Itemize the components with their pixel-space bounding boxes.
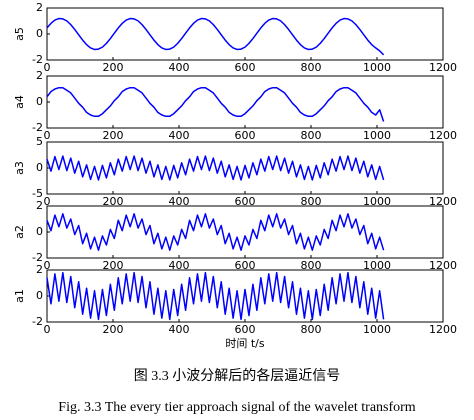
x-tick-label: 1000 (363, 129, 391, 142)
caption-cn: 图 3.3 小波分解后的各层逼近信号 (134, 368, 341, 384)
plot-frame (46, 7, 444, 61)
y-tick-label: 0 (36, 27, 43, 40)
x-tick-label: 800 (301, 61, 322, 74)
y-tick-label: 2 (36, 1, 43, 14)
signal-line (46, 86, 385, 122)
x-tick-label: 800 (301, 259, 322, 272)
x-tick-label: 1200 (429, 259, 457, 272)
x-tick-label: 200 (103, 129, 124, 142)
x-tick-label: 400 (169, 323, 190, 336)
signal-line (46, 271, 385, 321)
y-tick-label: -2 (32, 251, 43, 264)
x-tick-label: 400 (169, 259, 190, 272)
x-tick-label: 1000 (363, 195, 391, 208)
x-tick-label: 1200 (429, 61, 457, 74)
x-tick-label: 600 (235, 259, 256, 272)
x-tick-label: 200 (103, 61, 124, 74)
x-tick-label: 400 (169, 129, 190, 142)
y-tick-label: 0 (36, 161, 43, 174)
y-tick-label: 0 (36, 289, 43, 302)
x-tick-label: 0 (44, 323, 51, 336)
y-tick-label: -2 (32, 315, 43, 328)
y-axis-label: a5 (13, 27, 26, 41)
y-tick-label: 2 (36, 69, 43, 82)
y-tick-label: 2 (36, 199, 43, 212)
signal-line (46, 17, 385, 56)
x-tick-label: 600 (235, 195, 256, 208)
caption-en: Fig. 3.3 The every tier approach signal … (58, 400, 416, 415)
x-tick-label: 0 (44, 61, 51, 74)
signal-line (46, 155, 385, 181)
y-tick-label: 0 (36, 225, 43, 238)
x-tick-label: 200 (103, 323, 124, 336)
x-tick-label: 1200 (429, 129, 457, 142)
x-tick-label: 600 (235, 129, 256, 142)
x-tick-label: 800 (301, 323, 322, 336)
y-tick-label: -2 (32, 121, 43, 134)
x-tick-label: 1000 (363, 61, 391, 74)
x-tick-label: 400 (169, 61, 190, 74)
x-tick-label: 600 (235, 61, 256, 74)
y-tick-label: 0 (36, 95, 43, 108)
y-tick-label: 2 (36, 263, 43, 276)
y-tick-label: 5 (36, 135, 43, 148)
x-tick-label: 200 (103, 259, 124, 272)
x-axis-label: 时间 t/s (225, 337, 265, 350)
x-tick-label: 600 (235, 323, 256, 336)
x-tick-label: 0 (44, 195, 51, 208)
x-tick-label: 1000 (363, 259, 391, 272)
x-tick-label: 800 (301, 129, 322, 142)
y-tick-label: -5 (32, 187, 43, 200)
x-tick-label: 0 (44, 259, 51, 272)
x-tick-label: 200 (103, 195, 124, 208)
x-tick-label: 400 (169, 195, 190, 208)
y-axis-label: a4 (13, 95, 26, 109)
y-axis-label: a1 (13, 289, 26, 303)
signal-line (46, 213, 385, 251)
x-tick-label: 1200 (429, 323, 457, 336)
plot-frame (46, 205, 444, 259)
x-tick-label: 800 (301, 195, 322, 208)
y-tick-label: -2 (32, 53, 43, 66)
x-tick-label: 1200 (429, 195, 457, 208)
x-tick-label: 1000 (363, 323, 391, 336)
y-axis-label: a2 (13, 225, 26, 239)
y-axis-label: a3 (13, 161, 26, 175)
x-tick-label: 0 (44, 129, 51, 142)
